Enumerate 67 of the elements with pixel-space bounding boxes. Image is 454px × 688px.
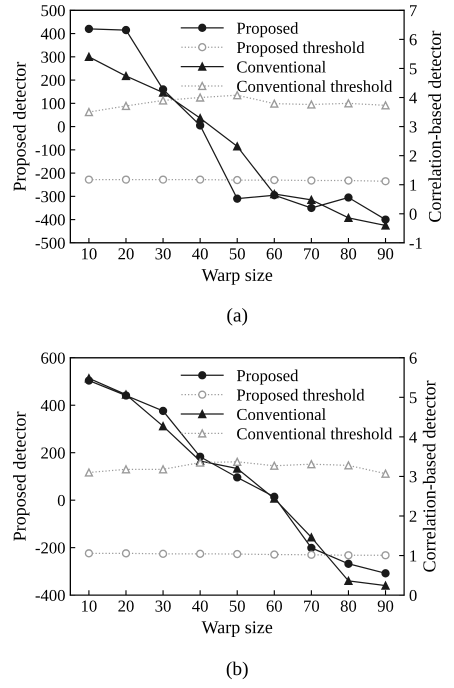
y2-tick-label: 1 <box>410 180 416 191</box>
y-tick-label: 400 <box>40 400 65 412</box>
y-tick-label: 0 <box>58 121 65 133</box>
x-tick-label: 90 <box>378 248 394 260</box>
y-tick-label: 100 <box>42 98 65 110</box>
y-tick-label: -400 <box>36 214 65 226</box>
x-tick-label: 40 <box>192 248 208 260</box>
y2-axis-title: Correlation-based detector <box>422 380 436 572</box>
y-tick-label: 0 <box>58 494 65 506</box>
legend-label: Proposed threshold <box>236 41 364 57</box>
y-axis-title: Proposed detector <box>13 412 30 541</box>
y-tick-label: 200 <box>41 74 65 86</box>
legend-label: Conventional threshold <box>237 428 392 440</box>
y2-tick-label: 6 <box>410 34 417 46</box>
y-tick-label: -200 <box>36 542 65 554</box>
legend-label: Conventional <box>237 60 326 73</box>
x-tick-label: 30 <box>156 600 171 612</box>
y2-tick-label: 7 <box>410 5 417 16</box>
x-tick-label: 70 <box>304 600 320 612</box>
legend-label: Proposed threshold <box>236 388 364 404</box>
legend-label: Conventional <box>237 408 326 420</box>
y-tick-label: 500 <box>41 5 65 16</box>
y2-tick-label: 2 <box>410 150 416 162</box>
text: (a) <box>227 308 248 326</box>
y-tick-label: 600 <box>41 352 65 364</box>
y2-tick-label: 4 <box>409 92 417 104</box>
y2-tick-label: 2 <box>410 510 416 522</box>
x-axis-title: Warp size <box>202 268 272 285</box>
x-tick-label: 20 <box>118 248 134 260</box>
legend-label: Conventional threshold <box>237 80 392 92</box>
y2-tick-label: 5 <box>410 63 417 74</box>
y-tick-label: 200 <box>41 447 65 459</box>
x-tick-label: 30 <box>156 248 171 260</box>
x-tick-label: 60 <box>266 600 282 612</box>
y-tick-label: 300 <box>41 52 65 63</box>
x-tick-label: 40 <box>192 600 208 612</box>
x-tick-label: 50 <box>230 248 245 260</box>
y2-tick-label: 1 <box>410 550 416 562</box>
x-tick-label: 20 <box>118 600 134 612</box>
y2-tick-label: 5 <box>410 392 417 404</box>
y-tick-label: -100 <box>36 144 65 156</box>
y2-tick-label: -1 <box>410 238 422 249</box>
x-tick-label: 80 <box>340 248 356 260</box>
x-tick-label: 50 <box>230 600 245 612</box>
y2-tick-label: 4 <box>409 432 417 443</box>
y-tick-label: -500 <box>36 238 65 249</box>
legend-label: Proposed <box>236 370 298 385</box>
legend-label: Proposed <box>236 22 298 38</box>
x-tick-label: 90 <box>378 600 394 612</box>
y2-tick-label: 6 <box>410 352 417 364</box>
text: (b) <box>226 662 248 680</box>
y-tick-label: -300 <box>36 191 65 202</box>
x-tick-label: 10 <box>82 600 97 612</box>
y2-tick-label: 3 <box>410 471 417 482</box>
y2-tick-label: 3 <box>410 121 417 133</box>
x-tick-label: 10 <box>82 248 97 260</box>
y-axis-title: Proposed detector <box>13 62 30 192</box>
y2-tick-label: 0 <box>410 208 417 220</box>
y2-axis-title: Correlation-based detector <box>428 30 442 222</box>
x-tick-label: 70 <box>304 248 320 260</box>
y-tick-label: -200 <box>36 168 65 180</box>
y-tick-label: 400 <box>40 28 65 40</box>
x-tick-label: 60 <box>266 248 282 260</box>
x-tick-label: 80 <box>340 600 356 612</box>
y2-tick-label: 0 <box>410 590 417 602</box>
x-axis-title: Warp size <box>202 621 272 638</box>
y-tick-label: -400 <box>36 590 65 602</box>
